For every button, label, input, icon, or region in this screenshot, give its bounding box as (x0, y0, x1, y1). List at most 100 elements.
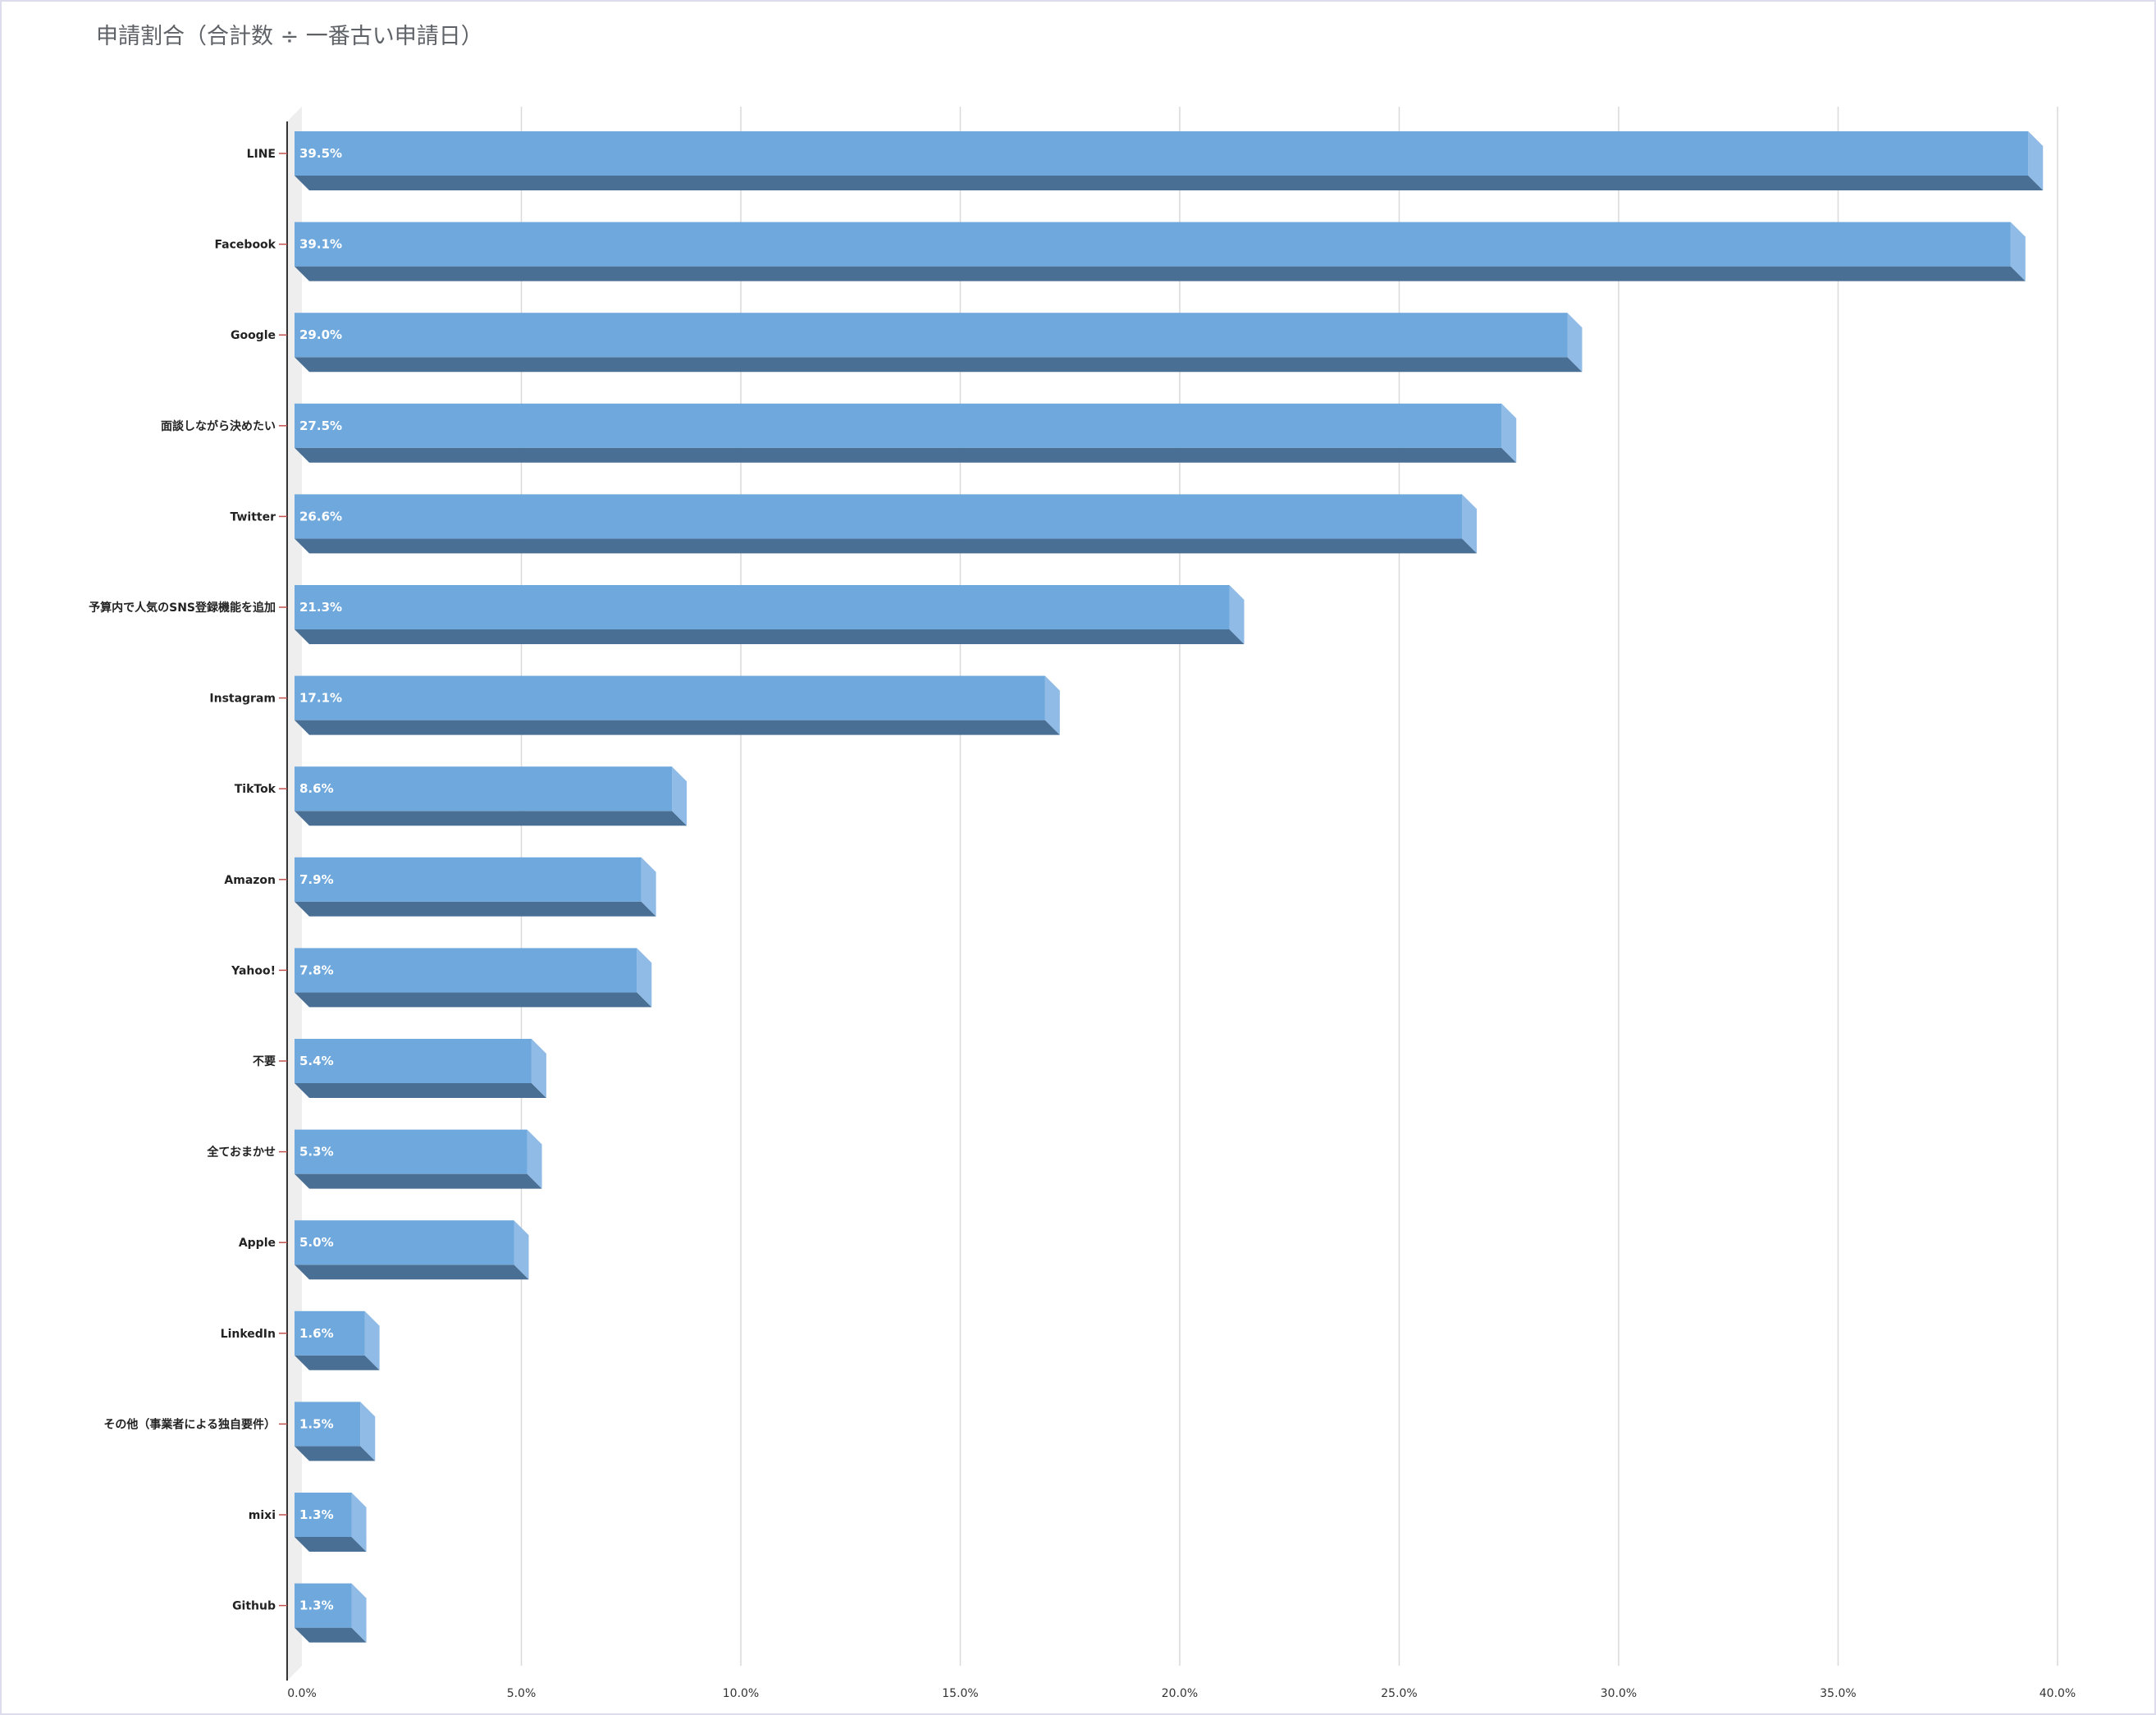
bar-value-label: 7.8% (299, 963, 334, 977)
bar-value-label: 17.1% (299, 691, 342, 706)
bar-value-label: 1.6% (299, 1326, 334, 1341)
category-label: Facebook (214, 239, 276, 252)
bar-bottom-face (295, 992, 652, 1008)
bar-bottom-face (295, 1355, 380, 1370)
bar-bottom-face (295, 811, 687, 826)
bar-value-label: 21.3% (299, 600, 342, 615)
bar-value-label: 1.5% (299, 1416, 334, 1431)
bar (295, 675, 1045, 720)
bar-bottom-face (295, 357, 1583, 373)
bar (295, 1493, 352, 1537)
bar-value-label: 39.5% (299, 146, 342, 161)
bar-group: 1.3% (295, 1493, 367, 1552)
category-label: 予算内で人気のSNS登録機能を追加 (89, 601, 276, 615)
bar-group: 26.6% (295, 494, 1478, 554)
category-label: 面談しながら決めたい (161, 419, 276, 433)
category-labels: LINE Facebook Google 面談しながら決めたい Twitter 予算内で人… (89, 148, 287, 1613)
bar-side-face (514, 1220, 529, 1280)
category-label: Instagram (209, 693, 276, 706)
bar-group: 27.5% (295, 403, 1517, 463)
category-label: Apple (239, 1237, 276, 1250)
bar (295, 403, 1502, 448)
bar-side-face (527, 1129, 542, 1189)
bar-bottom-face (295, 1446, 376, 1461)
bar (295, 494, 1463, 539)
bar-side-face (364, 1310, 380, 1370)
bar-side-face (2028, 131, 2044, 190)
bar-value-label: 5.3% (299, 1145, 334, 1159)
bar (295, 313, 1568, 358)
bar-value-label: 39.1% (299, 237, 342, 252)
category-label: Google (231, 329, 276, 342)
bar (295, 948, 637, 993)
category-label: mixi (249, 1509, 276, 1522)
chart-title: 申請割合（合計数 ÷ 一番古い申請日） (96, 24, 483, 49)
x-tick-label: 0.0% (287, 1687, 317, 1700)
category-label: Yahoo! (231, 964, 276, 977)
x-axis-ticks: 0.0% 5.0% 10.0% 15.0% 20.0% 25.0% 30.0% 35.0% 40… (287, 1687, 2076, 1700)
bar-group: 39.5% (295, 131, 2044, 190)
x-tick-label: 10.0% (723, 1687, 759, 1700)
bar-group: 39.1% (295, 222, 2026, 281)
x-tick-label: 5.0% (507, 1687, 537, 1700)
x-tick-label: 40.0% (2040, 1687, 2076, 1700)
bar (295, 1039, 532, 1083)
bar-bottom-face (295, 901, 656, 917)
x-tick-label: 20.0% (1162, 1687, 1198, 1700)
category-label: Github (232, 1600, 276, 1613)
bar-bottom-face (295, 1265, 529, 1280)
bar-bottom-face (295, 1627, 367, 1643)
bar-side-face (1044, 675, 1060, 735)
bar (295, 1129, 528, 1174)
bar-bottom-face (295, 1083, 546, 1098)
bar (295, 1402, 361, 1447)
bar-group: 5.4% (295, 1039, 546, 1098)
bar-side-face (351, 1493, 367, 1552)
bar-value-label: 27.5% (299, 418, 342, 433)
bar (295, 857, 642, 902)
bar-bottom-face (295, 538, 1478, 554)
bar-bottom-face (295, 720, 1060, 735)
bar (295, 1583, 352, 1628)
bar-side-face (531, 1039, 546, 1098)
bar-group: 8.6% (295, 766, 687, 826)
bar-group: 1.3% (295, 1583, 367, 1643)
bar-side-face (1567, 313, 1583, 373)
bar-value-label: 8.6% (299, 781, 334, 796)
bar-side-face (641, 857, 656, 917)
category-label: その他（事業者による独自要件） (103, 1417, 276, 1431)
category-label: LINE (247, 148, 276, 161)
category-label: TikTok (235, 783, 276, 796)
bar-value-label: 5.0% (299, 1235, 334, 1250)
bar-value-label: 26.6% (299, 509, 342, 524)
bar-bottom-face (295, 176, 2044, 190)
bar-side-face (351, 1583, 367, 1643)
x-tick-label: 25.0% (1381, 1687, 1417, 1700)
bar-group: 5.3% (295, 1129, 542, 1189)
bar-bottom-face (295, 1537, 367, 1552)
bar-group: 1.5% (295, 1402, 376, 1461)
bar (295, 585, 1230, 629)
bar-side-face (672, 766, 687, 826)
bar-side-face (2010, 222, 2026, 281)
bar-bottom-face (295, 266, 2026, 281)
bar (295, 1220, 514, 1265)
bar (295, 222, 2011, 267)
x-tick-label: 15.0% (942, 1687, 978, 1700)
bar-side-face (1501, 403, 1517, 463)
bar (295, 1310, 365, 1356)
category-label: Twitter (230, 510, 276, 524)
bar-group: 5.0% (295, 1220, 529, 1280)
category-label: Amazon (224, 874, 276, 887)
bar (295, 131, 2029, 176)
bar-value-label: 5.4% (299, 1054, 334, 1068)
bar-group: 7.9% (295, 857, 656, 917)
bar-group: 21.3% (295, 585, 1245, 644)
bar-value-label: 7.9% (299, 872, 334, 887)
bar-group: 29.0% (295, 313, 1583, 373)
bar-group: 17.1% (295, 675, 1060, 735)
bar-bottom-face (295, 629, 1245, 644)
bar-side-face (1229, 585, 1245, 644)
bar-side-face (1462, 494, 1478, 554)
bar-side-face (360, 1402, 376, 1461)
